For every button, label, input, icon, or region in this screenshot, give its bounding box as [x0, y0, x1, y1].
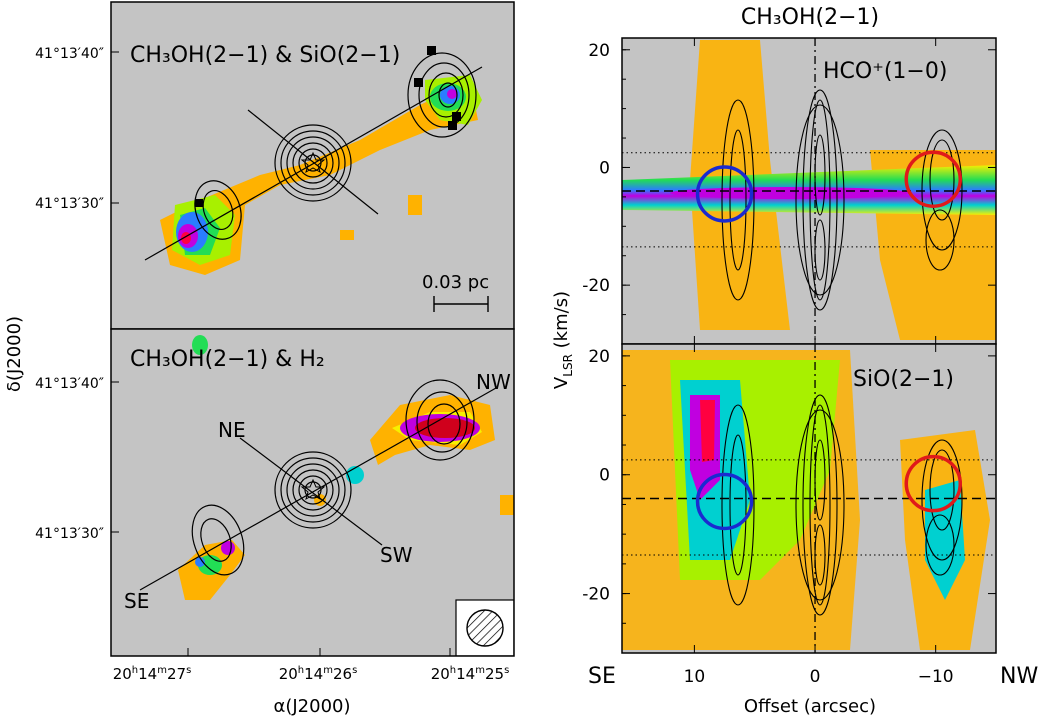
outflow-axis-line [144, 66, 483, 261]
scale-bar [433, 296, 489, 312]
pv-y-tick-label: -20 [582, 276, 610, 296]
left-bottom-map-emission [139, 335, 514, 656]
direction-label-ne: NE [218, 418, 246, 442]
h2-top-knot [192, 335, 208, 355]
pv-contours-center [795, 89, 845, 311]
right-bottom-pv-label: SiO(2−1) [853, 367, 954, 392]
hco-band-peak [670, 187, 910, 199]
sio-pv-peak-core [700, 400, 715, 462]
pv-axis-ticks: 20 0 -20 20 0 -20 10 0 −10 [582, 38, 996, 687]
h2-edge-knot [500, 495, 514, 515]
left-axis-ticks [111, 51, 451, 656]
ch3oh-contours-se-2 [191, 504, 245, 576]
pv-x-tick-label: 10 [684, 667, 706, 687]
blue-marker-circle [695, 472, 754, 531]
ra-tick-label: 20h14m26s [279, 665, 358, 683]
scale-bar-label: 0.03 pc [422, 272, 489, 293]
ra-tick-label: 20h14m25s [431, 665, 510, 683]
dec-tick-label: 41°13′30″ [35, 196, 104, 212]
pv-y-tick-label: 0 [599, 466, 610, 486]
pv-y-tick-label: 0 [599, 158, 610, 178]
pv-y-tick-label: 20 [588, 347, 610, 367]
ch3oh-contours-nw [407, 52, 477, 138]
left-top-map-panel: 0.03 pc CH₃OH(2−1) & SiO(2−1) [110, 1, 515, 330]
pv-contours-se [721, 99, 755, 301]
maser-markers [195, 46, 461, 207]
direction-label-sw: SW [380, 543, 413, 567]
left-top-map-title: CH₃OH(2−1) & SiO(2−1) [130, 43, 400, 68]
right-top-pv-label: HCO⁺(1−0) [823, 59, 947, 84]
left-bottom-map-panel: CH₃OH(2−1) & H₂ NE SW NW SE [110, 328, 515, 657]
left-bottom-map-frame [110, 328, 515, 657]
h2-knot [346, 466, 364, 484]
outflow-axis-line-2 [139, 387, 497, 591]
pv-x-end-left-label: SE [588, 664, 616, 689]
ra-tick-label: 20h14m27s [113, 665, 192, 683]
perpendicular-axis-line-2 [239, 437, 383, 546]
protostar-star-icon-2 [300, 478, 326, 501]
ch3oh-contours-se [194, 180, 242, 240]
sio-patch [340, 230, 354, 240]
red-marker-circle [904, 150, 963, 208]
h2-se-knot-core [195, 557, 205, 567]
pv-y-tick-label: 20 [588, 41, 610, 61]
dec-tick-label: 41°13′40″ [35, 376, 104, 392]
pv-contours-center-2 [795, 394, 845, 616]
sio-patch [408, 195, 422, 215]
beam-ellipse-icon [466, 609, 504, 647]
dec-tick-label: 41°13′30″ [35, 526, 104, 542]
ch3oh-contours-center [274, 124, 352, 202]
pv-x-end-right-label: NW [1000, 664, 1038, 689]
pv-contours-nw-2 [921, 439, 963, 576]
protostar-star-icon [300, 151, 326, 174]
beam-box [455, 599, 514, 656]
pv-x-tick-label: 0 [810, 667, 821, 687]
right-main-title: CH₃OH(2−1) [741, 5, 879, 30]
perpendicular-axis-line [247, 109, 379, 215]
sio-nw-peak-core [447, 89, 457, 99]
ra-axis-label: α(J2000) [273, 696, 350, 717]
left-bottom-map-title: CH₃OH(2−1) & H₂ [130, 347, 325, 372]
direction-label-nw: NW [476, 370, 511, 394]
ch3oh-contours-nw-2 [405, 379, 475, 461]
left-top-map-emission: 0.03 pc [144, 46, 489, 312]
pv-contours-nw [921, 129, 963, 271]
blue-marker-circle [695, 165, 754, 223]
pv-x-tick-label: −10 [918, 667, 954, 687]
ra-tick-labels: 20h14m27s 20h14m26s 20h14m25s [113, 665, 510, 683]
pv-ylabel: VLSR (km/s) [551, 291, 575, 389]
pv-xlabel: Offset (arcsec) [744, 696, 876, 717]
dec-tick-label: 41°13′40″ [35, 46, 104, 62]
direction-label-se: SE [124, 589, 149, 613]
pv-contours-se-2 [721, 404, 755, 606]
right-top-pv-emission [622, 40, 996, 340]
pv-overlays [622, 38, 996, 653]
pv-y-tick-label: -20 [582, 585, 610, 605]
red-marker-circle [904, 454, 963, 513]
dec-axis-label: δ(J2000) [4, 316, 25, 392]
